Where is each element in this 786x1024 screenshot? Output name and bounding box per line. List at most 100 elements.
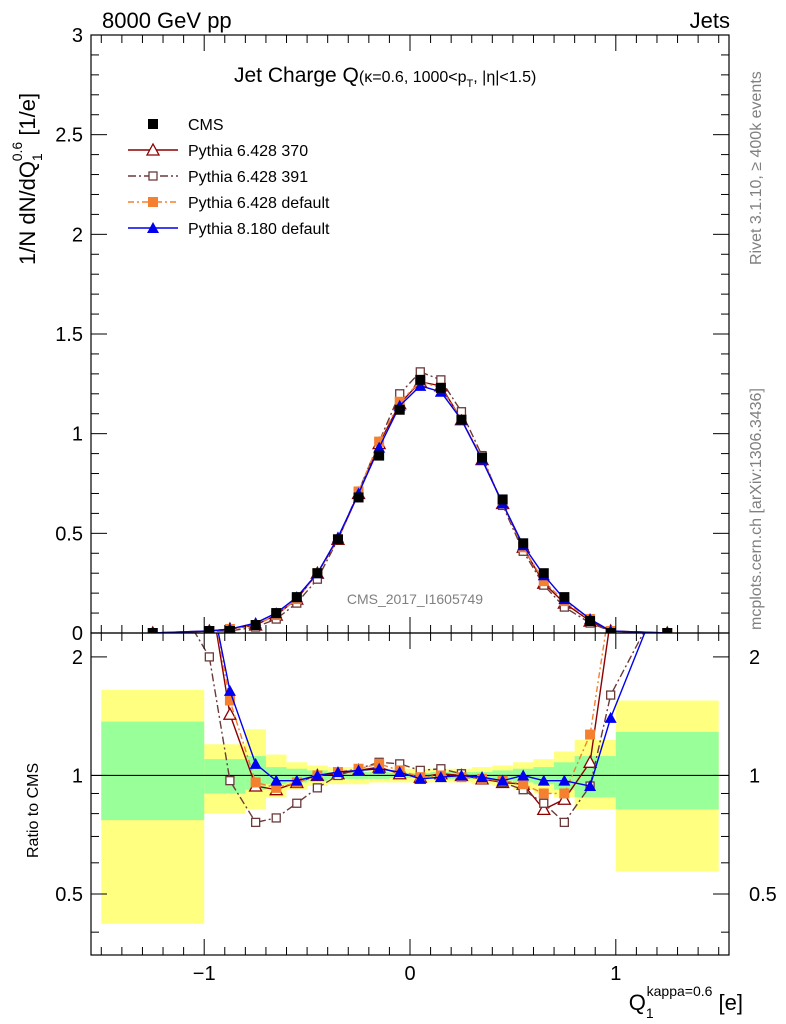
y-tick-label: 2.5: [55, 125, 83, 147]
header-left: 8000 GeV pp: [102, 8, 232, 33]
data-point: [393, 766, 406, 778]
series-line: [152, 371, 668, 633]
data-point: [395, 389, 405, 399]
legend-label: Pythia 6.428 391: [188, 169, 308, 186]
data-point: [148, 171, 158, 181]
data-point: [496, 774, 509, 786]
series-line: [152, 385, 668, 633]
data-point: [291, 592, 302, 603]
ratio-tick-label-left: 2: [72, 647, 83, 669]
data-point: [312, 783, 323, 793]
data-point: [582, 754, 598, 768]
data-point: [147, 628, 158, 633]
data-point: [250, 620, 261, 631]
legend-entry: Pythia 8.180 default: [128, 221, 330, 238]
ratio-tick-label-right: 2: [749, 647, 760, 669]
data-point: [538, 788, 549, 799]
rivet-version-text: Rivet 3.1.10, ≥ 400k events: [748, 71, 765, 265]
data-point: [292, 798, 302, 808]
band-inner-bin: [605, 756, 616, 798]
data-point: [145, 142, 161, 156]
data-point: [223, 684, 236, 696]
data-point: [224, 695, 235, 706]
data-point: [290, 774, 303, 786]
ratio-uncertainty-bands: [101, 689, 719, 924]
legend-label: CMS: [188, 117, 224, 134]
band-inner-bin: [615, 731, 719, 810]
y-tick-label: 0.5: [55, 523, 83, 545]
data-point: [331, 766, 344, 778]
ratio-tick-label-left: 0.5: [55, 884, 83, 906]
data-point: [539, 798, 549, 808]
data-point: [204, 626, 215, 633]
legend-label: Pythia 6.428 370: [188, 143, 308, 160]
series-cms: [147, 374, 673, 633]
ratio-panel-series: [194, 633, 646, 828]
data-point: [518, 538, 529, 549]
y-tick-label: 1.5: [55, 324, 83, 346]
data-point: [415, 367, 425, 377]
data-point: [518, 779, 529, 790]
data-point: [536, 802, 551, 816]
x-axis-label: Q1kappa=0.6 [e]: [629, 983, 743, 1021]
ratio-line: [216, 633, 607, 795]
data-point: [311, 769, 324, 781]
ratio-tick-label-right: 1: [749, 765, 760, 787]
data-point: [585, 729, 596, 740]
data-point: [557, 791, 572, 805]
data-point: [605, 628, 616, 633]
legend-entry: Pythia 6.428 370: [128, 142, 308, 160]
data-point: [559, 592, 570, 603]
y-tick-label: 3: [72, 25, 83, 47]
ratio-tick-label-left: 1: [72, 765, 83, 787]
legend-label: Pythia 6.428 default: [188, 195, 330, 212]
main-panel-frame: [90, 34, 730, 634]
data-point: [414, 379, 427, 391]
data-point: [222, 706, 238, 720]
data-point: [559, 788, 570, 799]
data-point: [332, 534, 343, 545]
ratio-line: [217, 633, 646, 787]
data-point: [604, 711, 617, 723]
band-inner-bin: [204, 759, 215, 794]
data-point: [517, 769, 530, 781]
data-point: [435, 382, 446, 393]
legend-entry: Pythia 6.428 391: [128, 169, 308, 186]
data-point: [224, 626, 235, 633]
data-point: [436, 375, 446, 385]
y-tick-label: 0: [72, 623, 83, 645]
ratio-y-axis-label: Ratio to CMS: [25, 763, 42, 858]
data-point: [497, 494, 508, 505]
data-point: [662, 628, 673, 633]
data-point: [271, 608, 282, 619]
data-point: [271, 813, 281, 823]
data-point: [225, 776, 235, 786]
data-point: [415, 374, 426, 385]
data-point: [249, 757, 262, 769]
data-point: [148, 197, 158, 207]
axis-ticks: −1 0 1 0 0.5 1 1.5 2 2.5 3 0.5 0.5 1 1 2 2: [55, 25, 777, 985]
chart-title: Jet Charge Q(κ=0.6, 1000<pT, |η|<1.5): [234, 64, 536, 90]
data-point: [455, 769, 468, 781]
legend-entry: CMS: [148, 117, 224, 134]
data-point: [353, 492, 364, 503]
y-axis-label: 1/N dN/dQ10.6 [1/e]: [9, 93, 45, 265]
data-point: [271, 782, 282, 793]
x-tick-label: −1: [193, 963, 216, 985]
data-point: [538, 568, 549, 579]
data-point: [373, 441, 386, 453]
data-point: [148, 119, 158, 129]
data-point: [558, 774, 571, 786]
x-tick-label: 1: [610, 963, 621, 985]
legend: CMS Pythia 6.428 370 Pythia 6.428 391 Pythi…: [128, 117, 330, 238]
data-point: [434, 771, 447, 783]
data-point: [394, 404, 405, 415]
data-point: [538, 576, 549, 587]
legend-entry: Pythia 6.428 default: [128, 195, 330, 212]
data-point: [147, 222, 159, 233]
mcplots-reference-text: mcplots.cern.ch [arXiv:1306.3436]: [748, 388, 765, 630]
data-point: [250, 817, 261, 828]
data-point: [559, 817, 570, 828]
header-right: Jets: [690, 8, 730, 33]
